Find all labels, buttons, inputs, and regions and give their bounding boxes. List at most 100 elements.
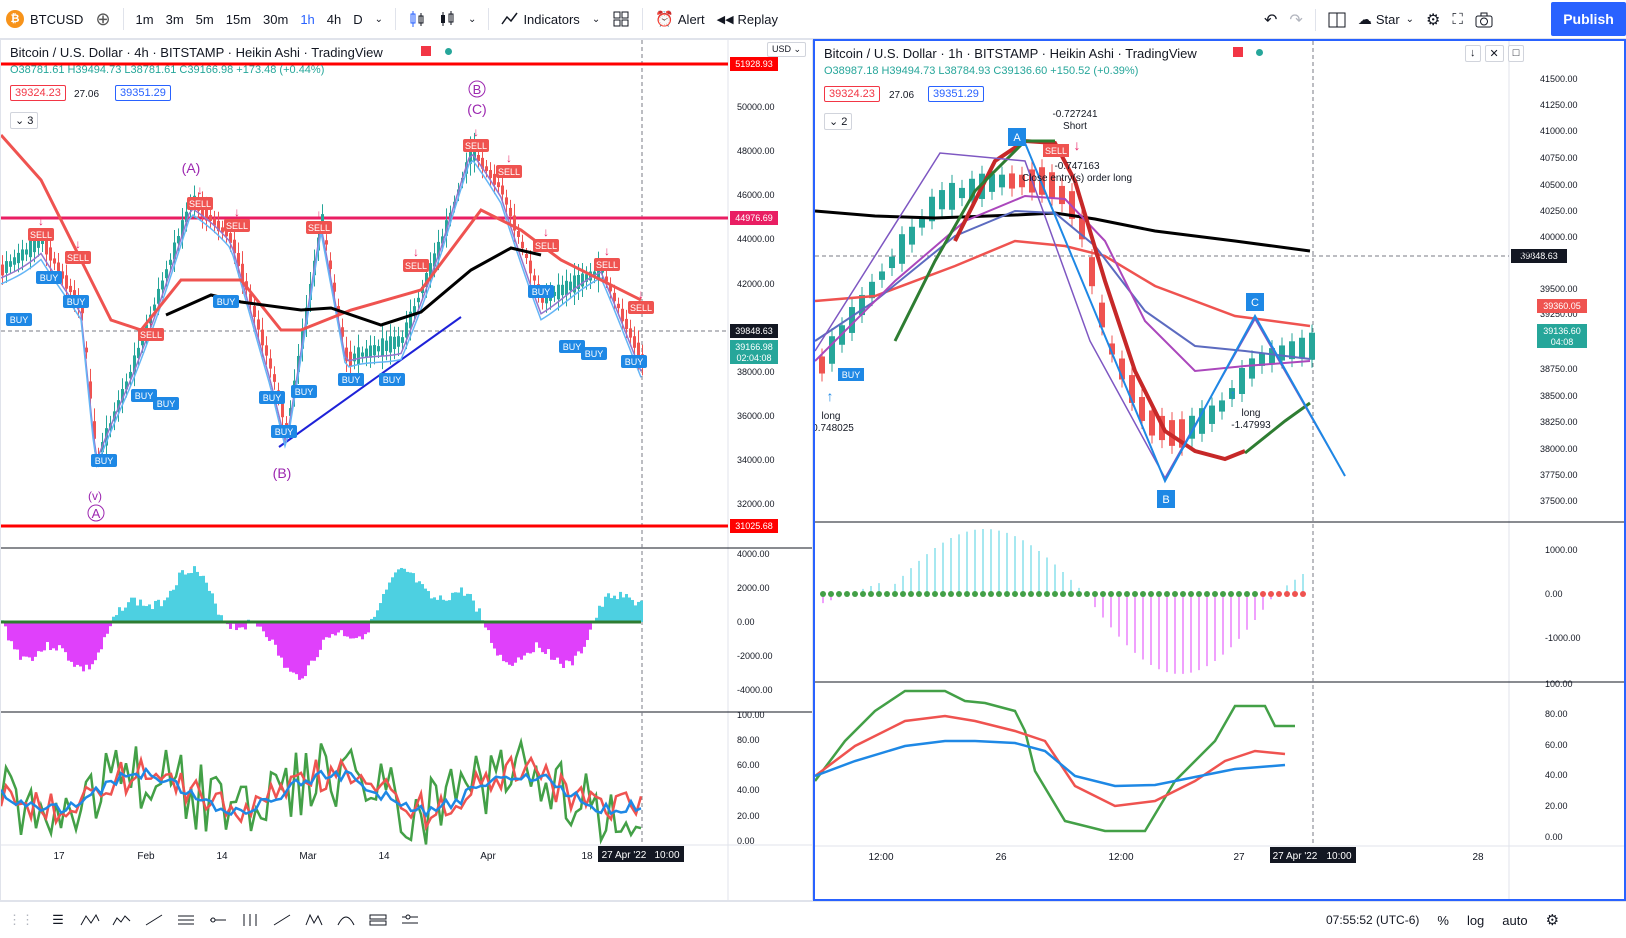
timeframe-15m[interactable]: 15m [225,11,252,27]
position-tool-icon[interactable] [237,907,263,933]
auto-scale-toggle[interactable]: auto [1502,912,1528,928]
price-tag-red-bg [1537,299,1587,313]
trend-line-icon[interactable] [141,907,167,933]
ray-icon[interactable] [269,907,295,933]
publish-button[interactable]: Publish [1551,2,1626,36]
left-chart-pane[interactable]: BUY BUY BUY BUY BUY BUY BUY BUY BUY BUY BUY BUY BUY B… [0,39,813,901]
timeframe-5m[interactable]: 5m [195,11,214,27]
timeframe-1h[interactable]: 1h [300,11,315,27]
price-tag-current: 39136.60 [1543,326,1581,336]
macd-bar [472,600,475,622]
candle-type-icon[interactable] [432,0,462,39]
macd-axis-tick: 2000.00 [737,583,770,593]
move-down-icon[interactable]: ↓ [1465,45,1481,62]
macd-bar [478,608,481,622]
macd-bar [463,595,466,622]
chevron-down-icon: ⌄ [829,116,842,128]
percent-scale-toggle[interactable]: % [1437,912,1449,928]
add-price-line-icon[interactable]: + [1521,249,1533,261]
log-scale-toggle[interactable]: log [1466,912,1485,928]
sell-signal-label: SELL [405,261,427,271]
xabcd-pattern-icon[interactable] [301,907,327,933]
redo-icon[interactable]: ↷ [1289,11,1303,29]
cloud-save-button[interactable]: ☁ Star ⌄ [1352,0,1420,39]
long-value: 0.748025 [815,423,854,434]
left-sell-price-chip[interactable]: 39324.23 [10,85,66,101]
pattern-tool-icon[interactable] [77,907,103,933]
macd-bar [100,622,103,650]
settings-gear-icon[interactable]: ⚙ [1545,912,1560,929]
timeframe-1m[interactable]: 1m [135,11,154,27]
timeframe-4h[interactable]: 4h [326,11,342,27]
macd-dot [1252,591,1258,597]
candle-body [229,233,232,243]
left-buy-price-chip[interactable]: 39351.29 [115,85,171,101]
compare-add-icon[interactable]: ⊕ [95,8,111,29]
candle-body [1229,388,1235,399]
right-collapse-toggle[interactable]: ⌄ 2 [824,113,853,130]
sell-signal-tag [463,139,489,152]
bar-style-icon[interactable] [402,0,432,39]
macd-bar [148,604,151,622]
indicators-dropdown-icon[interactable]: ⌄ [591,13,601,25]
down-arrow-icon: ↓ [148,314,154,328]
macd-bar [289,622,292,672]
indicators-button[interactable]: Indicators [495,0,585,39]
macd-bar [124,607,127,622]
timeframe-d[interactable]: D [353,11,363,27]
close-pane-icon[interactable]: ✕ [1484,45,1504,62]
macd-bar [619,591,622,622]
macd-bar [523,622,526,656]
timeframe-dropdown-icon[interactable]: ⌄ [374,13,384,25]
drag-handle-icon[interactable]: ⋮⋮ [8,911,34,927]
layout-grid-icon[interactable] [606,0,636,39]
left-flag-icon[interactable] [421,46,431,56]
macd-bar [598,605,601,622]
hamburger-menu-icon[interactable]: ☰ [52,911,64,927]
right-flag-icon[interactable] [1233,47,1243,57]
right-collapse-count: 2 [841,116,848,128]
brush-tool-icon[interactable] [397,907,423,933]
macd-bar [532,622,535,653]
alarm-clock-icon: ⏰ [655,11,674,28]
alert-label: Alert [677,11,705,27]
alert-button[interactable]: ⏰ Alert [649,0,710,39]
maximize-pane-icon[interactable]: □ [1507,45,1525,62]
undo-icon[interactable]: ↶ [1264,11,1278,29]
settings-gear-icon[interactable]: ⚙ [1426,11,1441,29]
candle-body [1109,343,1115,355]
fib-retracement-icon[interactable] [173,907,199,933]
fullscreen-icon[interactable]: ⛶ [1452,11,1463,28]
timeframe-3m[interactable]: 3m [165,11,184,27]
right-buy-price-chip[interactable]: 39351.29 [928,86,984,102]
rsi-axis-tick: 40.00 [737,785,760,795]
up-arrow-icon: ↑ [1230,386,1237,402]
split-layout-icon[interactable] [1322,0,1352,39]
symbol-search[interactable]: ₿ BTCUSD [0,0,89,39]
elliott-wave-icon[interactable] [109,907,135,933]
right-chart-pane[interactable]: A B C -0.727241 Short SELL ↓ -0.747163 Close ent… [813,39,1626,901]
chart-type-dropdown-icon[interactable]: ⌄ [468,13,477,25]
timeframe-30m[interactable]: 30m [263,11,289,27]
candle-body [437,241,440,259]
left-collapse-toggle[interactable]: ⌄ 3 [10,112,39,129]
projection-tool-icon[interactable] [365,907,391,933]
right-sell-price-chip[interactable]: 39324.23 [824,86,880,102]
replay-button[interactable]: ◀◀ Replay [711,0,784,39]
candle-body [157,288,160,304]
time-axis-tick: Apr [480,851,496,862]
horizontal-ray-icon[interactable] [205,907,231,933]
macd-dot [1180,591,1186,597]
ma-line-red [815,239,1311,328]
sell-signal-tag [65,251,91,264]
candle-body [417,297,420,303]
down-arrow-icon: ↓ [75,237,81,251]
left-currency-selector[interactable]: USD ⌄ [767,42,807,57]
arc-tool-icon[interactable] [333,907,359,933]
macd-bar [343,622,346,637]
close-entry-label: Close entry(s) order long [1022,173,1132,184]
camera-icon[interactable] [1469,0,1499,39]
indicators-label: Indicators [523,11,580,27]
